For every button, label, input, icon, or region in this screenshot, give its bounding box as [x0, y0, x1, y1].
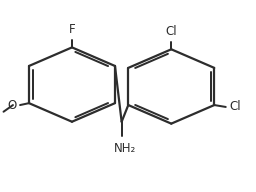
Text: F: F [69, 23, 75, 36]
Text: Cl: Cl [230, 100, 241, 113]
Text: O: O [7, 98, 16, 112]
Text: Cl: Cl [165, 25, 177, 38]
Text: NH₂: NH₂ [114, 142, 136, 155]
